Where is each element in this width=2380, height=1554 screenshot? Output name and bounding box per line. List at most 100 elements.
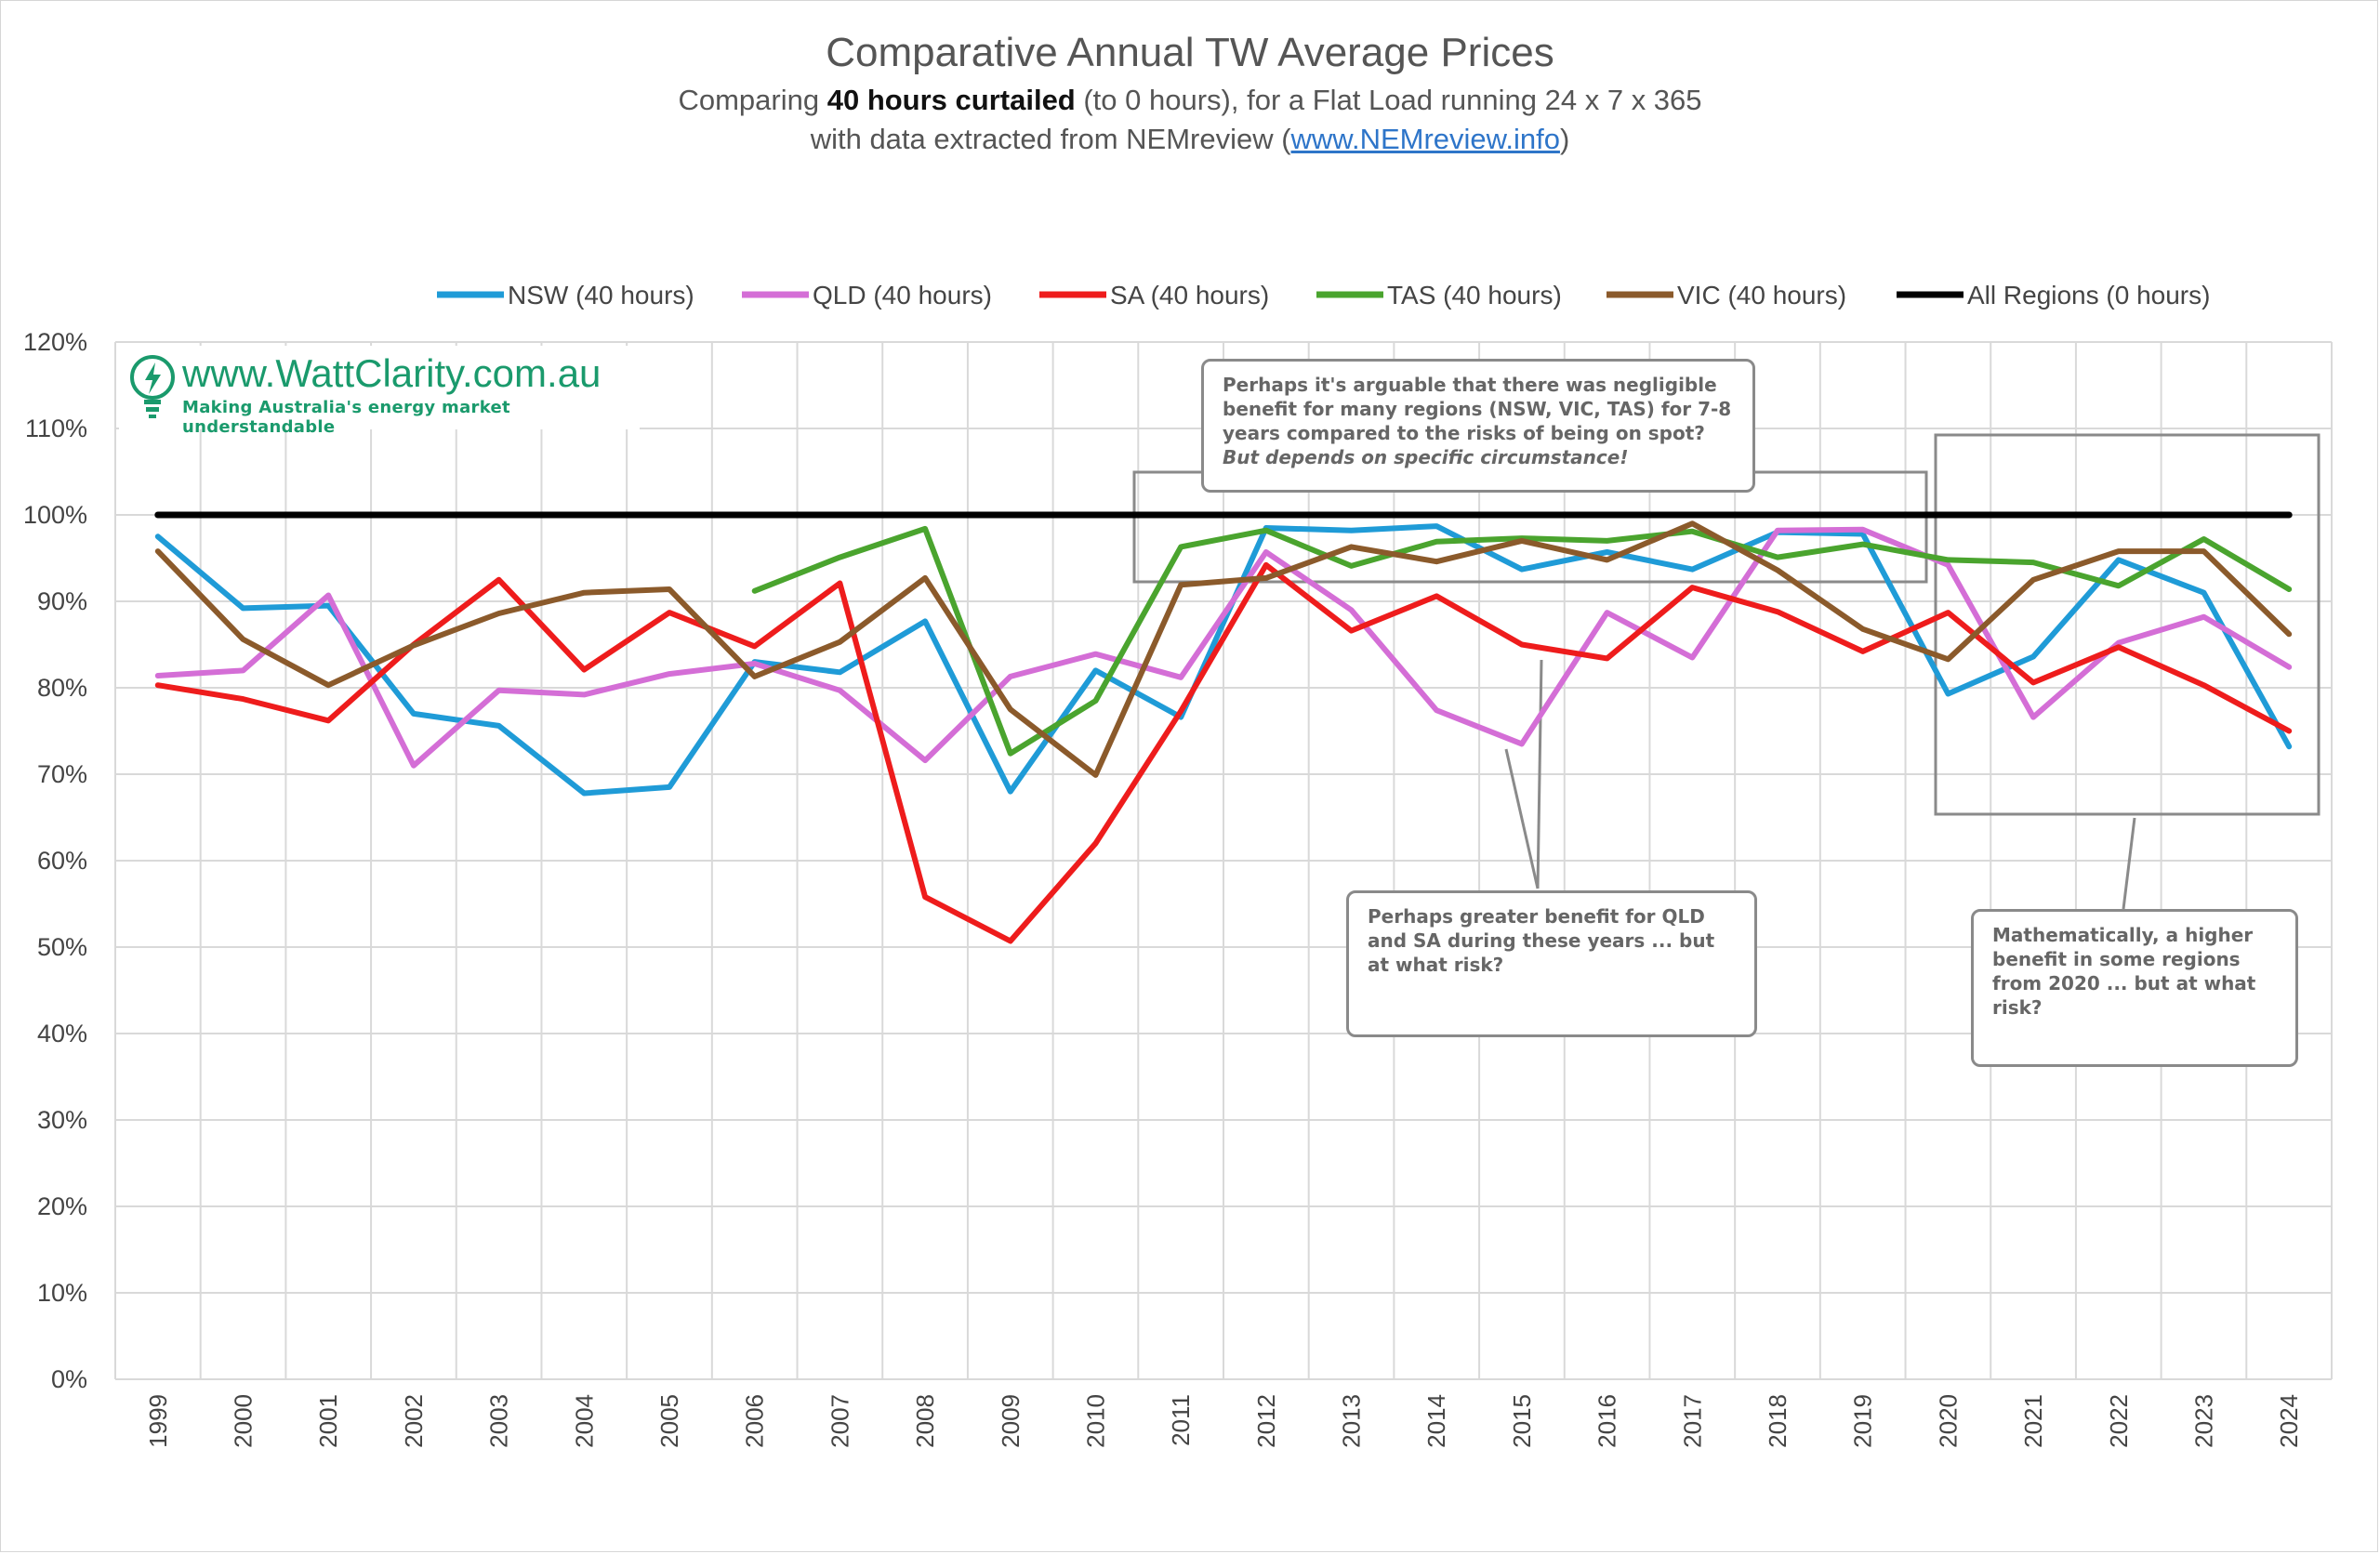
data-point-sa (837, 580, 842, 586)
data-point-all (155, 512, 161, 518)
data-point-nsw (1092, 667, 1098, 673)
source-prefix: with data extracted from NEMreview ( (810, 123, 1291, 155)
data-point-qld (1092, 652, 1098, 657)
data-point-all (1775, 512, 1780, 518)
data-point-tas (1263, 528, 1269, 533)
data-point-qld (1605, 610, 1610, 615)
chart-source: with data extracted from NEMreview (www.… (0, 123, 2380, 156)
data-point-nsw (155, 533, 161, 539)
data-point-sa (2030, 679, 2036, 685)
y-tick-label: 80% (37, 674, 87, 702)
data-point-vic (2201, 548, 2206, 554)
data-point-sa (1349, 628, 1355, 634)
data-point-vic (1860, 626, 1866, 632)
source-link[interactable]: www.NEMreview.info (1290, 123, 1560, 155)
x-tick-label: 2015 (1508, 1394, 1536, 1448)
y-tick-label: 40% (37, 1020, 87, 1047)
data-point-nsw (2201, 590, 2206, 596)
data-point-tas (1605, 538, 1610, 544)
y-tick-label: 70% (37, 760, 87, 788)
data-point-vic (155, 548, 161, 554)
data-point-vic (1775, 568, 1780, 573)
data-point-nsw (1945, 691, 1950, 697)
data-point-qld (752, 661, 758, 666)
x-tick-label: 2005 (655, 1394, 683, 1448)
annotation-top-italic: But depends on specific circumstance! (1223, 446, 1629, 468)
data-point-all (2030, 512, 2036, 518)
x-tick-label: 2008 (911, 1394, 939, 1448)
data-point-sa (2116, 644, 2122, 650)
data-point-sa (1689, 585, 1695, 590)
data-point-all (1178, 512, 1183, 518)
x-tick-label: 2022 (2105, 1394, 2133, 1448)
legend-label: VIC (40 hours) (1677, 281, 1846, 309)
data-point-sa (1178, 708, 1183, 714)
x-tick-label: 2001 (314, 1394, 342, 1448)
data-point-sa (155, 682, 161, 688)
data-point-qld (241, 667, 246, 673)
data-point-sa (325, 718, 331, 723)
data-point-sa (1008, 938, 1013, 943)
data-point-qld (2201, 614, 2206, 620)
data-point-tas (2201, 536, 2206, 542)
data-point-all (1860, 512, 1866, 518)
data-point-sa (496, 577, 502, 583)
logo-url: www.WattClarity.com.au (182, 351, 602, 395)
x-tick-label: 2009 (997, 1394, 1025, 1448)
data-point-all (325, 512, 331, 518)
data-point-all (1689, 512, 1695, 518)
data-point-sa (1519, 642, 1525, 647)
data-point-nsw (1349, 528, 1355, 533)
data-point-vic (581, 590, 587, 596)
wattclarity-logo: www.WattClarity.com.au Making Australia'… (119, 346, 640, 437)
data-point-nsw (496, 723, 502, 729)
x-tick-label: 2006 (741, 1394, 769, 1448)
data-point-tas (752, 588, 758, 594)
data-point-tas (1349, 563, 1355, 569)
annotation-right: Mathematically, a higher benefit in some… (1971, 909, 2298, 1067)
y-tick-label: 30% (37, 1106, 87, 1134)
callout-line (1504, 748, 1540, 889)
subtitle-suffix: (to 0 hours), for a Flat Load running 24… (1075, 84, 1702, 116)
annotation-top: Perhaps it's arguable that there was neg… (1201, 359, 1755, 493)
data-point-vic (496, 611, 502, 616)
data-point-qld (1775, 528, 1780, 533)
data-point-sa (2201, 682, 2206, 688)
data-point-vic (667, 586, 672, 592)
callout-line (2122, 817, 2136, 910)
data-point-nsw (1689, 567, 1695, 573)
data-point-qld (2030, 715, 2036, 720)
series-line-vic (154, 520, 2293, 778)
data-point-vic (1263, 575, 1269, 581)
data-point-qld (2286, 665, 2292, 670)
x-tick-label: 2012 (1252, 1394, 1280, 1448)
data-point-sa (1775, 609, 1780, 614)
data-point-all (1008, 512, 1013, 518)
data-point-sa (1092, 840, 1098, 846)
data-point-vic (1945, 656, 1950, 662)
data-point-all (2286, 512, 2292, 518)
data-point-nsw (241, 605, 246, 611)
data-point-qld (1519, 741, 1525, 746)
x-tick-label: 2016 (1593, 1394, 1621, 1448)
data-point-sa (922, 894, 928, 900)
data-point-qld (496, 688, 502, 693)
y-tick-label: 110% (25, 415, 87, 442)
y-tick-label: 60% (37, 847, 87, 875)
lightbulb-bolt-icon (130, 355, 175, 418)
subtitle-bold: 40 hours curtailed (826, 84, 1076, 116)
data-point-qld (2116, 640, 2122, 646)
data-point-tas (2116, 583, 2122, 588)
data-point-qld (411, 763, 416, 769)
y-tick-label: 120% (23, 328, 87, 356)
data-point-vic (1178, 582, 1183, 587)
y-tick-label: 90% (37, 587, 87, 615)
data-point-vic (1519, 538, 1525, 544)
data-point-vic (1605, 557, 1610, 562)
data-point-all (1349, 512, 1355, 518)
x-tick-label: 2018 (1764, 1394, 1792, 1448)
series-line-nsw (154, 523, 2293, 797)
data-point-vic (325, 682, 331, 688)
data-point-tas (1008, 751, 1013, 757)
